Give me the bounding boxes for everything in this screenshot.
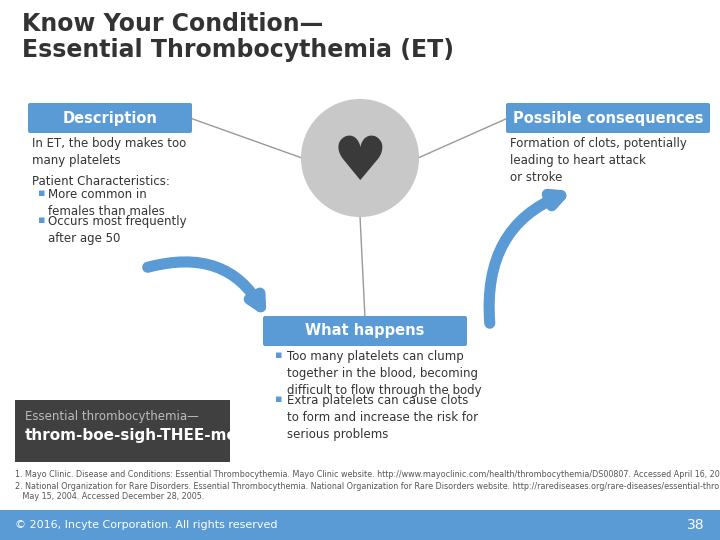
Text: May 15, 2004. Accessed December 28, 2005.: May 15, 2004. Accessed December 28, 2005… — [15, 492, 204, 501]
FancyBboxPatch shape — [28, 103, 192, 133]
Text: ▪: ▪ — [38, 215, 45, 225]
Text: ♥: ♥ — [333, 133, 387, 192]
Text: Formation of clots, potentially
leading to heart attack
or stroke: Formation of clots, potentially leading … — [510, 137, 687, 184]
Text: 1. Mayo Clinic. Disease and Conditions: Essential Thrombocythemia. Mayo Clinic w: 1. Mayo Clinic. Disease and Conditions: … — [15, 470, 720, 479]
Text: In ET, the body makes too
many platelets: In ET, the body makes too many platelets — [32, 137, 186, 167]
Text: 38: 38 — [688, 518, 705, 532]
FancyArrowPatch shape — [148, 262, 261, 307]
Text: ▪: ▪ — [275, 350, 282, 360]
Text: Essential Thrombocythemia (ET): Essential Thrombocythemia (ET) — [22, 38, 454, 62]
Text: Essential thrombocythemia—: Essential thrombocythemia— — [25, 410, 199, 423]
Text: 2. National Organization for Rare Disorders. Essential Thrombocythemia. National: 2. National Organization for Rare Disord… — [15, 482, 720, 491]
FancyBboxPatch shape — [263, 316, 467, 346]
Text: Possible consequences: Possible consequences — [513, 111, 703, 125]
Text: What happens: What happens — [305, 323, 425, 339]
Text: ▪: ▪ — [275, 394, 282, 404]
Text: Occurs most frequently
after age 50: Occurs most frequently after age 50 — [48, 215, 186, 245]
FancyBboxPatch shape — [506, 103, 710, 133]
Text: Description: Description — [63, 111, 158, 125]
Text: © 2016, Incyte Corporation. All rights reserved: © 2016, Incyte Corporation. All rights r… — [15, 520, 277, 530]
Bar — [15, 400, 230, 462]
FancyArrowPatch shape — [489, 194, 561, 323]
Text: More common in
females than males: More common in females than males — [48, 188, 165, 218]
Bar — [0, 510, 720, 540]
Text: Know Your Condition—: Know Your Condition— — [22, 12, 323, 36]
Text: ▪: ▪ — [38, 188, 45, 198]
Text: Extra platelets can cause clots
to form and increase the risk for
serious proble: Extra platelets can cause clots to form … — [287, 394, 478, 441]
Text: Patient Characteristics:: Patient Characteristics: — [32, 175, 170, 188]
Text: Too many platelets can clump
together in the blood, becoming
difficult to flow t: Too many platelets can clump together in… — [287, 350, 482, 397]
Circle shape — [302, 100, 418, 216]
Text: throm-boe-sigh-THEE-me-uh: throm-boe-sigh-THEE-me-uh — [25, 428, 266, 443]
